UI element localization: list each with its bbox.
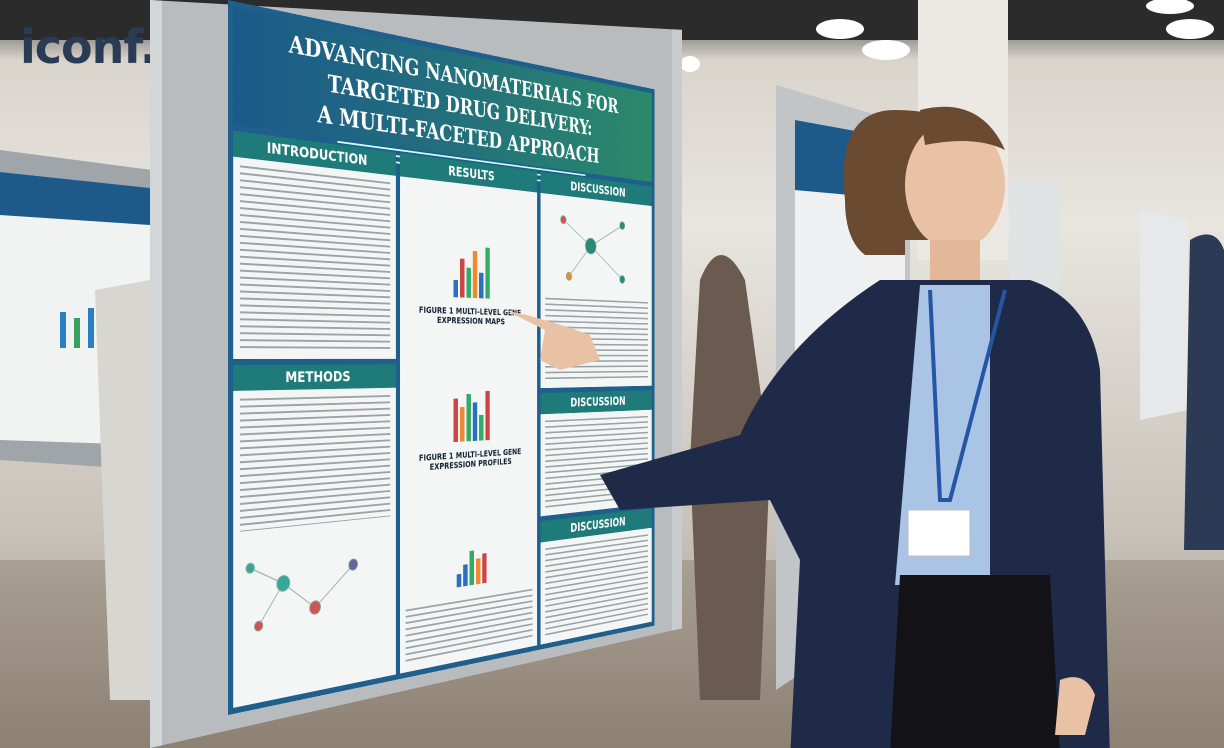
element [475, 558, 481, 585]
element [459, 407, 465, 443]
sec: METHODS [233, 364, 396, 708]
element [485, 391, 490, 441]
network-diagram [233, 523, 396, 650]
presenter [505, 106, 1110, 748]
element [459, 258, 465, 298]
element [485, 247, 490, 299]
element [472, 402, 478, 442]
txt [240, 165, 391, 352]
section-heading: METHODS [233, 364, 396, 392]
txt [240, 395, 391, 533]
element [463, 564, 468, 587]
element [453, 279, 459, 298]
cols: INTRODUCTION METHODS RESULTS FIGURE 1 MU… [233, 130, 652, 708]
element [479, 272, 484, 299]
sec: INTRODUCTION [233, 130, 396, 360]
poster: ADVANCING NANOMATERIALS FOR TARGETED DRU… [228, 0, 655, 715]
element [466, 394, 471, 442]
element [479, 415, 484, 442]
element [469, 550, 475, 586]
poster: ADVANCING NANOMATERIALS FOR TARGETED DRU… [228, 0, 655, 715]
element [472, 250, 478, 298]
element [482, 553, 487, 584]
element [453, 398, 459, 443]
element [456, 573, 462, 588]
col: INTRODUCTION METHODS [233, 130, 396, 708]
element [466, 267, 471, 298]
